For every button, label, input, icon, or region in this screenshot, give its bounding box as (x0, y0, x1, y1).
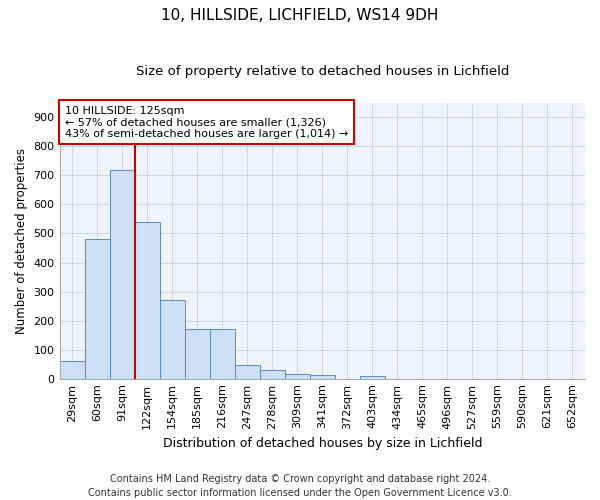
Bar (360, 376, 385, 378)
Y-axis label: Number of detached properties: Number of detached properties (15, 148, 28, 334)
Text: 10 HILLSIDE: 125sqm
← 57% of detached houses are smaller (1,326)
43% of semi-det: 10 HILLSIDE: 125sqm ← 57% of detached ho… (65, 106, 348, 138)
Bar (59, 362, 85, 378)
Bar (85, 240, 110, 378)
Bar (260, 370, 285, 378)
Text: Contains HM Land Registry data © Crown copyright and database right 2024.
Contai: Contains HM Land Registry data © Crown c… (88, 474, 512, 498)
Bar (160, 300, 185, 378)
Bar (235, 365, 260, 378)
Bar (285, 374, 310, 378)
X-axis label: Distribution of detached houses by size in Lichfield: Distribution of detached houses by size … (163, 437, 482, 450)
Bar (209, 330, 235, 378)
Text: 10, HILLSIDE, LICHFIELD, WS14 9DH: 10, HILLSIDE, LICHFIELD, WS14 9DH (161, 8, 439, 22)
Bar (110, 170, 134, 378)
Bar (185, 330, 209, 378)
Bar (134, 222, 160, 378)
Bar (310, 375, 335, 378)
Title: Size of property relative to detached houses in Lichfield: Size of property relative to detached ho… (136, 65, 509, 78)
